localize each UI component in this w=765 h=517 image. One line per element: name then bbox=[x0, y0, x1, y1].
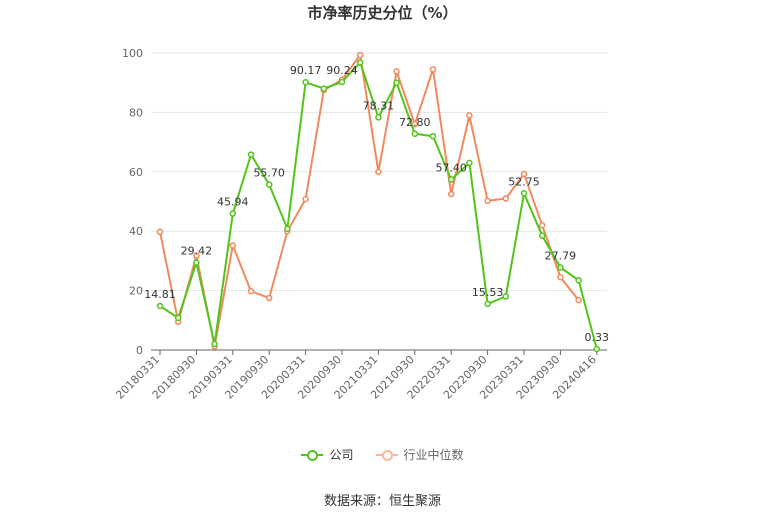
point-industry bbox=[265, 294, 273, 302]
point-industry bbox=[429, 66, 437, 73]
point-company bbox=[593, 345, 601, 353]
data-label: 14.81 bbox=[144, 288, 176, 301]
point-industry bbox=[538, 222, 546, 229]
legend-company-label: 公司 bbox=[329, 448, 354, 462]
point-company bbox=[193, 259, 200, 266]
y-tick-label: 60 bbox=[129, 166, 143, 179]
point-industry bbox=[193, 252, 200, 259]
point-company bbox=[466, 159, 473, 167]
point-industry bbox=[447, 190, 455, 198]
y-tick-label: 100 bbox=[122, 47, 143, 60]
point-industry bbox=[484, 197, 491, 205]
series-layer bbox=[156, 51, 601, 353]
legend-company-marker bbox=[301, 449, 324, 461]
point-industry bbox=[466, 112, 473, 119]
data-label: 78.31 bbox=[363, 99, 395, 112]
point-company bbox=[338, 78, 346, 86]
point-industry bbox=[356, 51, 364, 59]
point-company bbox=[211, 340, 218, 348]
chart-title: 市净率历史分位（%） bbox=[307, 4, 458, 22]
point-company bbox=[538, 232, 546, 239]
point-company bbox=[320, 85, 328, 92]
data-label: 55.70 bbox=[253, 167, 285, 180]
point-company bbox=[247, 151, 255, 158]
data-labels: 14.81 29.42 45.94 55.70 90.17 90.24 78.31 72.80… bbox=[144, 64, 609, 344]
point-company bbox=[265, 181, 273, 188]
point-industry bbox=[247, 287, 255, 295]
data-label: 29.42 bbox=[181, 245, 213, 258]
point-industry bbox=[520, 170, 528, 178]
axes: 0204060801002018033120180930201903312019… bbox=[113, 47, 607, 402]
point-industry bbox=[156, 228, 164, 236]
y-tick-label: 0 bbox=[136, 344, 143, 357]
point-industry bbox=[302, 195, 309, 203]
y-tick-label: 40 bbox=[129, 225, 143, 238]
data-label: 90.17 bbox=[290, 64, 322, 77]
legend-industry-label: 行业中位数 bbox=[403, 448, 464, 462]
point-company bbox=[375, 114, 382, 121]
data-label: 52.75 bbox=[508, 175, 540, 188]
data-label: 90.24 bbox=[326, 64, 358, 77]
data-label: 45.94 bbox=[217, 196, 249, 209]
data-source: 数据来源：恒生聚源 bbox=[323, 494, 441, 509]
point-company bbox=[284, 225, 291, 233]
point-company bbox=[520, 190, 528, 197]
point-industry bbox=[229, 242, 237, 249]
point-industry bbox=[375, 168, 382, 176]
point-company bbox=[393, 79, 400, 86]
point-company bbox=[356, 59, 364, 66]
point-industry bbox=[502, 195, 510, 202]
data-label: 15.53 bbox=[472, 286, 504, 299]
point-company bbox=[502, 293, 510, 300]
point-company bbox=[557, 264, 564, 271]
point-company bbox=[447, 176, 455, 183]
y-tick-label: 80 bbox=[129, 106, 143, 119]
data-label: 0.33 bbox=[585, 331, 610, 344]
legend-item-company[interactable]: 公司 bbox=[301, 446, 354, 463]
legend-industry-marker bbox=[375, 449, 398, 461]
point-company bbox=[411, 130, 419, 138]
point-company bbox=[302, 78, 309, 86]
point-company bbox=[484, 300, 491, 308]
point-company bbox=[229, 210, 237, 217]
series-line-industry bbox=[159, 54, 580, 348]
data-label: 27.79 bbox=[545, 249, 577, 262]
point-industry bbox=[557, 273, 564, 281]
point-company bbox=[174, 314, 182, 322]
point-company bbox=[156, 302, 164, 310]
legend-item-industry[interactable]: 行业中位数 bbox=[375, 446, 464, 463]
point-industry bbox=[393, 68, 400, 75]
data-label: 72.80 bbox=[399, 116, 431, 129]
point-industry bbox=[575, 296, 582, 304]
point-company bbox=[429, 132, 437, 140]
y-tick-label: 20 bbox=[129, 285, 143, 298]
legend: 公司 行业中位数 bbox=[0, 446, 765, 463]
data-label: 57.40 bbox=[435, 162, 467, 175]
point-company bbox=[575, 276, 582, 284]
